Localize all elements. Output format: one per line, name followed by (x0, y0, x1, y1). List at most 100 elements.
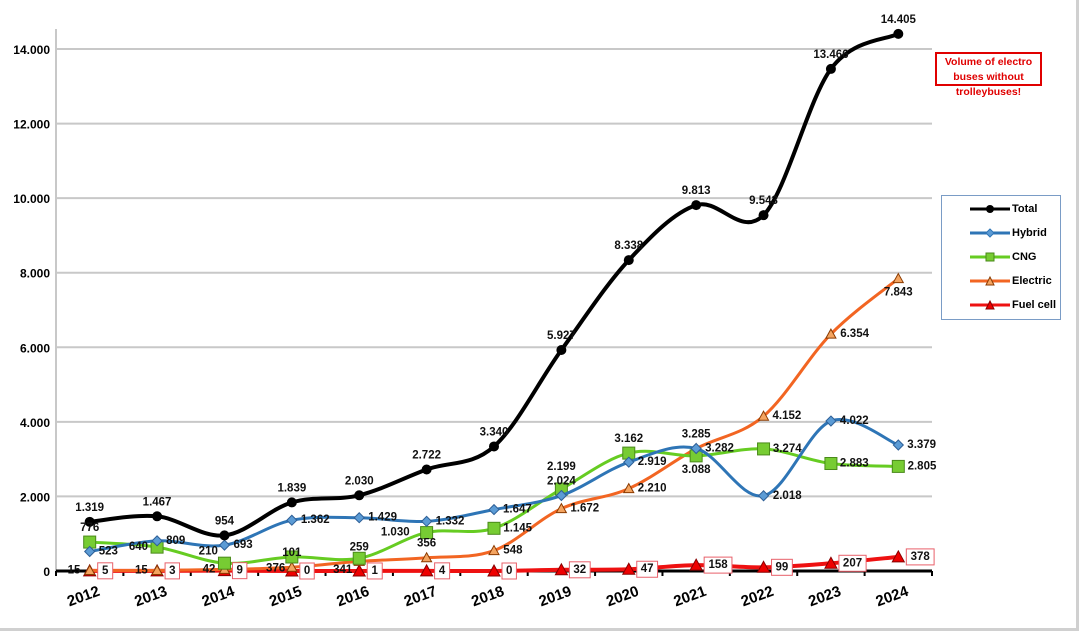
marker (419, 563, 434, 577)
data-label-electric: 548 (503, 545, 523, 557)
x-tick-label: 2020 (604, 583, 641, 610)
data-label-total: 1.319 (75, 502, 104, 514)
marker (488, 544, 500, 556)
data-label-cng: 1.030 (381, 527, 410, 539)
data-label-hybrid: 2.919 (638, 456, 667, 468)
x-tick-label: 2016 (334, 583, 371, 610)
data-label-total: 8.338 (614, 240, 643, 252)
data-label-fuel-cell: 9 (236, 565, 242, 577)
x-tick-label: 2012 (65, 583, 102, 610)
data-label-electric: 15 (68, 564, 81, 576)
data-label-cng: 640 (129, 541, 148, 553)
data-point-fuel-cell (554, 562, 569, 576)
marker (757, 442, 771, 456)
marker (83, 545, 96, 558)
data-label-total: 14.405 (881, 14, 917, 26)
data-point-fuel-cell (891, 549, 906, 563)
data-label-total: 1.839 (277, 482, 306, 494)
data-point-total (219, 530, 230, 541)
data-label-total: 954 (215, 515, 235, 527)
y-tick-label: 4.000 (20, 416, 50, 430)
marker (758, 210, 769, 221)
marker (487, 563, 501, 577)
data-label-cng: 776 (80, 522, 99, 534)
data-label-hybrid: 1.647 (503, 504, 532, 516)
data-point-fuel-cell (352, 563, 367, 577)
x-tick-label: 2023 (806, 583, 843, 610)
data-label-electric: 7.843 (884, 287, 913, 299)
data-point-total (893, 28, 904, 39)
data-point-cng (285, 550, 299, 564)
data-label-box (501, 562, 517, 580)
marker (892, 439, 905, 451)
marker (286, 514, 298, 526)
marker (555, 489, 568, 502)
data-label-box (636, 560, 659, 578)
marker (286, 497, 297, 508)
marker (623, 456, 635, 468)
marker (353, 512, 365, 524)
data-point-hybrid (690, 442, 702, 455)
data-point-cng (891, 459, 905, 473)
data-point-electric (83, 564, 96, 575)
data-point-hybrid (488, 503, 500, 516)
data-point-hybrid (825, 415, 837, 427)
data-label-cng: 1.145 (503, 522, 532, 534)
x-tick-label: 2024 (874, 583, 912, 611)
data-label-electric: 15 (135, 564, 148, 576)
data-label-box (703, 556, 733, 574)
data-label-box (299, 562, 315, 580)
data-point-total (152, 511, 163, 522)
marker (352, 551, 366, 565)
data-label-cng: 3.088 (682, 464, 711, 476)
data-point-fuel-cell (824, 556, 838, 569)
data-label-cng: 341 (333, 564, 353, 576)
legend-marker-fuel-cell-icon (970, 299, 1010, 310)
marker (151, 535, 163, 547)
data-point-hybrid (151, 535, 163, 547)
data-label-box (434, 562, 451, 580)
marker (219, 530, 230, 541)
data-point-electric (757, 410, 770, 421)
marker (556, 345, 567, 356)
data-point-electric (892, 272, 905, 284)
data-point-total (354, 490, 365, 501)
data-point-electric (555, 502, 568, 514)
legend: Total Hybrid CNG Electric Fuel cell (941, 195, 1061, 320)
marker (489, 441, 499, 452)
data-label-total: 5.927 (547, 330, 576, 342)
marker (892, 272, 905, 284)
marker (217, 556, 231, 570)
marker (893, 28, 904, 39)
data-point-hybrid (218, 539, 231, 551)
legend-marker-electric-icon (970, 275, 1010, 286)
data-label-electric: 3.282 (705, 443, 734, 455)
data-label-total: 3.340 (480, 426, 509, 438)
data-label-hybrid: 1.332 (436, 515, 465, 527)
legend-item-total: Total (970, 201, 1037, 217)
data-point-total (623, 255, 634, 266)
data-label-box (366, 562, 383, 580)
y-tick-label: 12.000 (13, 118, 50, 132)
legend-item-electric: Electric (970, 273, 1052, 289)
marker (891, 459, 905, 473)
marker (354, 490, 365, 501)
data-point-hybrid (286, 514, 298, 526)
data-label-electric: 259 (350, 541, 369, 553)
data-label-electric: 2.210 (638, 483, 667, 495)
marker (554, 562, 569, 576)
data-label-cng: 2.805 (908, 460, 937, 472)
data-label-fuel-cell: 378 (911, 551, 931, 563)
marker (488, 503, 500, 516)
data-label-fuel-cell: 4 (439, 565, 446, 577)
data-label-hybrid: 3.379 (907, 439, 936, 451)
data-label-total: 9.813 (682, 185, 711, 197)
legend-label: Fuel cell (1012, 299, 1057, 311)
data-point-cng (757, 442, 771, 456)
marker (285, 550, 299, 564)
data-point-total (286, 497, 297, 508)
x-tick-label: 2022 (739, 583, 776, 610)
data-label-total: 9.543 (749, 195, 778, 207)
data-point-total (758, 210, 769, 221)
